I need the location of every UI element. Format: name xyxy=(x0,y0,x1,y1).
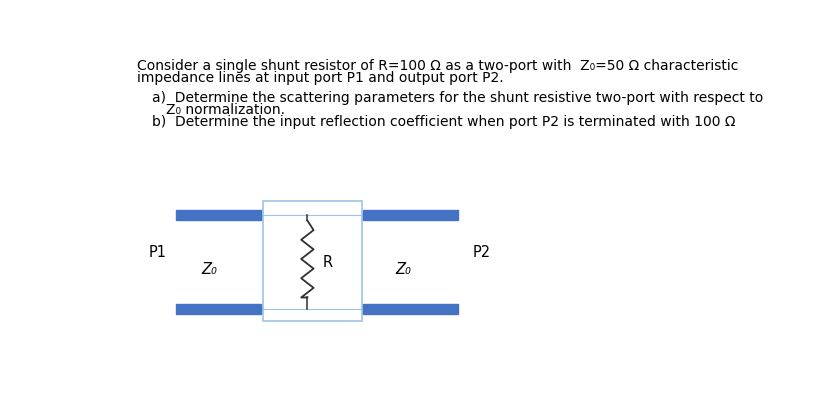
Text: Z₀: Z₀ xyxy=(395,262,410,277)
Bar xyxy=(264,202,361,321)
Text: Consider a single shunt resistor of R=100 Ω as a two-port with  Z₀=50 Ω characte: Consider a single shunt resistor of R=10… xyxy=(137,59,738,73)
Text: R: R xyxy=(323,254,333,269)
Text: impedance lines at input port P1 and output port P2.: impedance lines at input port P1 and out… xyxy=(137,71,503,85)
Bar xyxy=(363,305,459,315)
Text: b)  Determine the input reflection coefficient when port P2 is terminated with 1: b) Determine the input reflection coeffi… xyxy=(153,115,736,129)
Bar xyxy=(363,211,459,221)
Bar xyxy=(175,211,261,221)
Text: a)  Determine the scattering parameters for the shunt resistive two-port with re: a) Determine the scattering parameters f… xyxy=(153,90,764,104)
Text: P1: P1 xyxy=(149,244,166,259)
Text: Z₀: Z₀ xyxy=(202,262,217,277)
Text: P2: P2 xyxy=(472,244,490,259)
Bar xyxy=(175,305,261,315)
Text: Z₀ normalization.: Z₀ normalization. xyxy=(166,103,286,117)
